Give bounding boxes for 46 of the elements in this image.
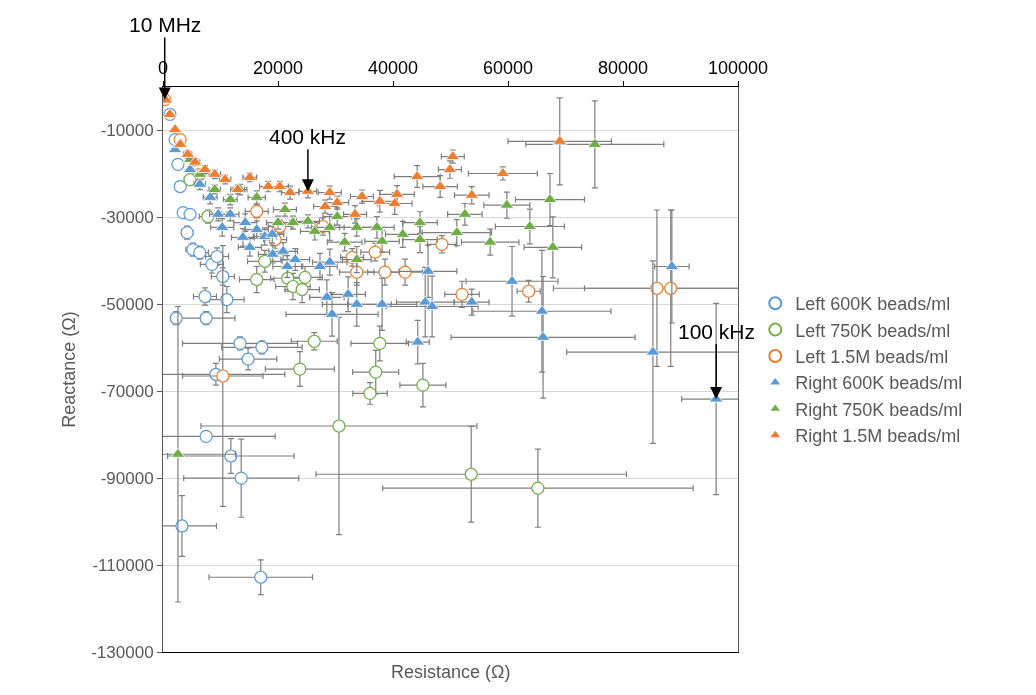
point [464,467,478,481]
y-tick-label: -70000 [100,382,154,402]
point [173,179,187,194]
point [369,365,383,379]
point [216,369,230,383]
point [220,292,234,307]
x-tick-label: 20000 [252,57,304,78]
point [373,336,387,351]
y-tick-label: -50000 [100,295,154,315]
legend-label: Right 600K beads/ml [795,373,963,394]
point [254,570,268,584]
point [363,386,377,400]
annotation: 400 kHz [269,125,347,148]
point [522,284,536,298]
y-tick-label: -30000 [100,208,154,228]
point [455,287,469,301]
point [241,352,255,366]
point [295,282,309,297]
annotation: 10 MHz [129,13,202,36]
legend-label: Right 750K beads/ml [795,399,963,420]
legend-label: Right 1.5M beads/ml [795,426,961,447]
x-tick-label: 60000 [482,57,534,78]
point [250,272,264,287]
y-tick-label: -130000 [91,642,154,662]
x-axis-title: Resistance (Ω) [391,662,511,682]
point [234,471,248,485]
point [171,157,185,171]
y-tick-label: -110000 [92,556,154,576]
point [416,378,430,392]
x-tick-label: 100000 [707,57,769,78]
x-tick-label: 80000 [597,57,649,78]
point [298,270,312,284]
point [293,362,307,376]
legend-label: Left 600K beads/ml [795,294,951,315]
point [258,254,272,268]
point [332,419,346,433]
point [183,207,197,221]
point [531,481,545,495]
legend-label: Left 1.5M beads/ml [795,347,949,368]
point [378,265,392,279]
x-tick-label: 40000 [367,57,419,78]
y-tick-label: -10000 [100,121,154,141]
point [199,429,213,444]
y-axis-title: Reactance (Ω) [59,311,80,428]
y-tick-label: -90000 [100,469,154,489]
legend-label: Left 750K beads/ml [795,320,951,341]
